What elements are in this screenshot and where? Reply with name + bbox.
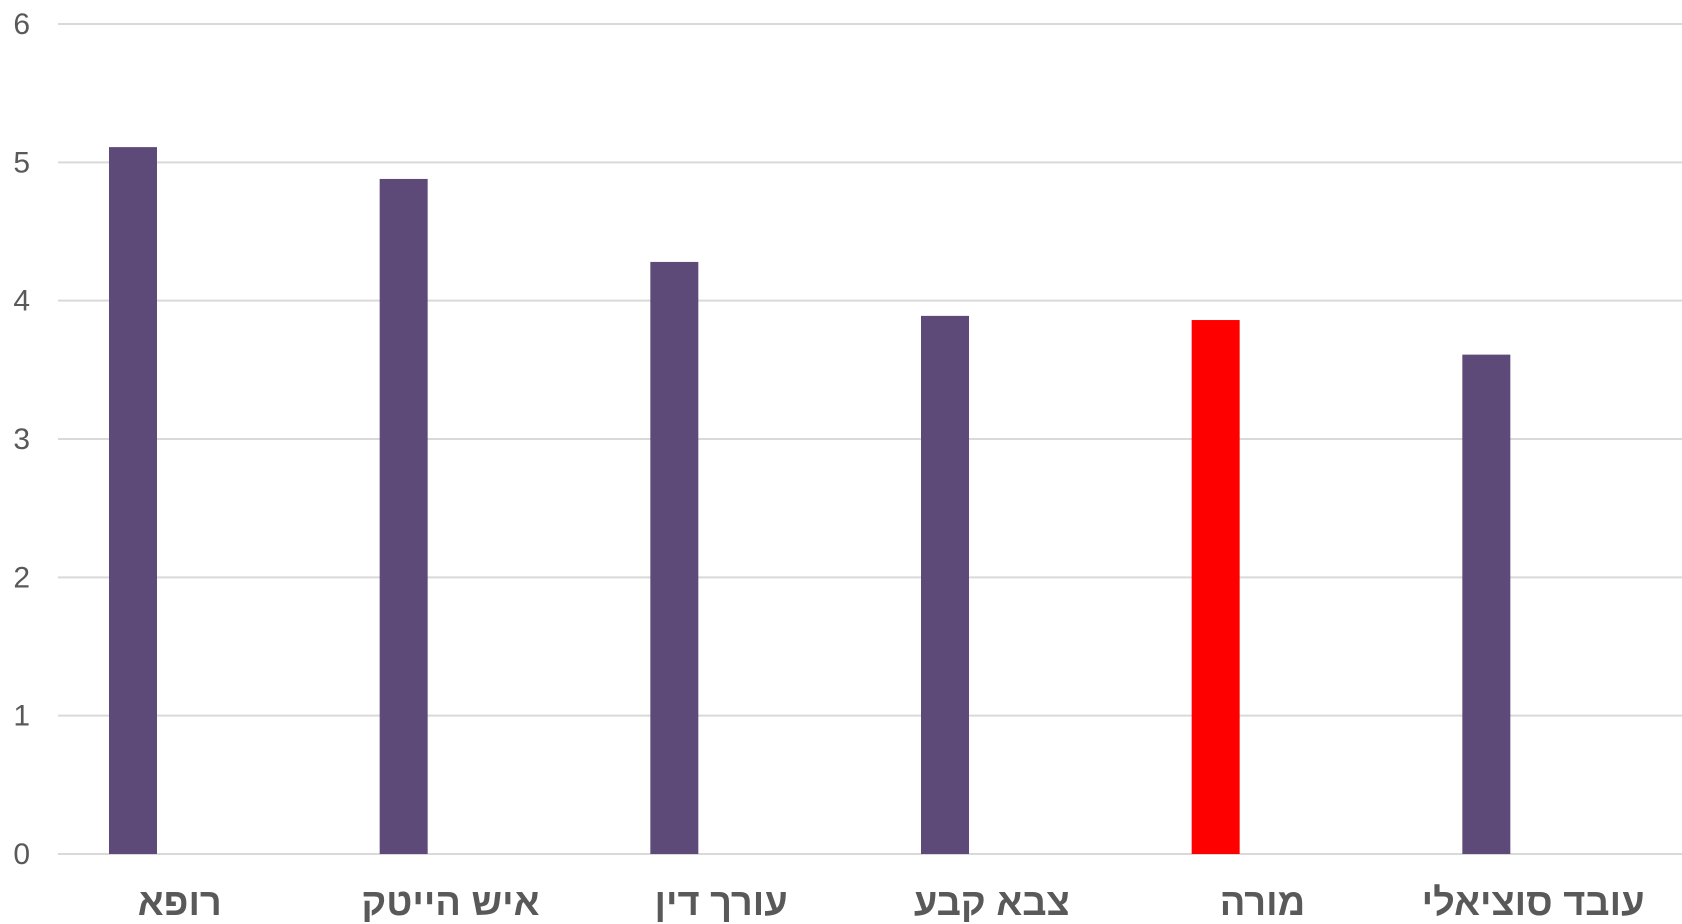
- x-category-label: איש הייטק: [361, 882, 539, 924]
- x-category-label: מורה: [1220, 882, 1306, 924]
- y-tick-label: 2: [13, 561, 30, 594]
- bar-1: [109, 147, 157, 854]
- bar-2: [379, 178, 428, 854]
- bar-6: [1462, 354, 1511, 854]
- bar-4: [921, 315, 969, 855]
- y-tick-label: 3: [13, 423, 30, 456]
- y-tick-label: 0: [13, 838, 30, 871]
- x-category-label: צבא קבע: [914, 882, 1070, 924]
- x-category-label: עורך דין: [655, 882, 788, 924]
- y-tick-label: 4: [13, 285, 30, 318]
- bars: [109, 147, 1511, 855]
- x-category-label: עובד סוציאלי: [1422, 882, 1645, 924]
- y-tick-label: 1: [13, 700, 30, 733]
- x-axis-category-labels: רופא איש הייטק עורך דין צבא קבע מורה עובד סוצ…: [138, 882, 1645, 924]
- x-category-label: רופא: [138, 882, 222, 924]
- y-tick-label: 6: [13, 8, 30, 41]
- bar-5: [1191, 320, 1240, 854]
- y-tick-label: 5: [13, 146, 30, 179]
- y-axis-tick-labels: 0 1 2 3 4 5 6: [13, 8, 30, 871]
- gridlines: [58, 23, 1682, 855]
- bar-3: [650, 261, 699, 854]
